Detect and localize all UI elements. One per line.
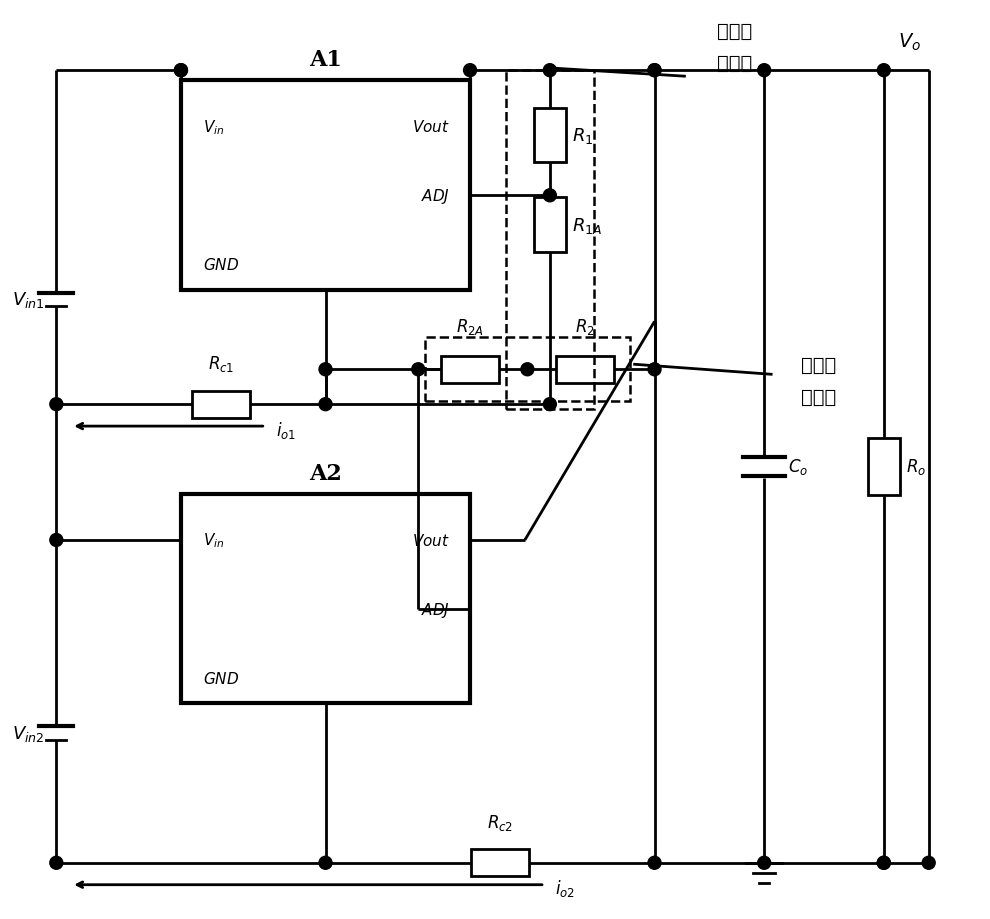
Text: $GND$: $GND$ — [203, 257, 240, 273]
Bar — [426, 338, 630, 402]
Text: $Vout$: $Vout$ — [412, 532, 450, 549]
Text: $ADJ$: $ADJ$ — [421, 187, 450, 206]
Circle shape — [648, 363, 661, 377]
Text: $ADJ$: $ADJ$ — [421, 600, 450, 618]
Circle shape — [923, 857, 936, 869]
Bar — [555, 357, 614, 383]
Circle shape — [319, 398, 332, 411]
Bar — [181, 494, 470, 704]
Text: $C_o$: $C_o$ — [788, 457, 808, 477]
Circle shape — [521, 363, 534, 377]
Text: $R_{2A}$: $R_{2A}$ — [456, 317, 484, 337]
Circle shape — [877, 857, 890, 869]
Circle shape — [544, 64, 556, 77]
Text: $V_{in}$: $V_{in}$ — [203, 531, 225, 550]
Bar — [868, 438, 900, 496]
Circle shape — [757, 857, 770, 869]
Circle shape — [50, 398, 62, 411]
Text: $Vout$: $Vout$ — [412, 119, 450, 135]
Text: $V_o$: $V_o$ — [898, 32, 921, 53]
Text: A1: A1 — [309, 49, 342, 71]
Text: 输出电: 输出电 — [717, 22, 751, 40]
Circle shape — [544, 189, 556, 202]
Bar — [471, 849, 529, 877]
Text: $R_1$: $R_1$ — [572, 126, 593, 146]
Circle shape — [648, 857, 661, 869]
Text: $V_{in}$: $V_{in}$ — [203, 118, 225, 136]
Text: $R_{c1}$: $R_{c1}$ — [208, 354, 234, 374]
Text: $R_o$: $R_o$ — [906, 457, 926, 477]
Text: $GND$: $GND$ — [203, 670, 240, 686]
Circle shape — [319, 363, 332, 377]
Circle shape — [319, 857, 332, 869]
Circle shape — [50, 857, 62, 869]
Bar — [181, 81, 470, 290]
Text: $R_{1A}$: $R_{1A}$ — [572, 215, 602, 235]
Text: $R_2$: $R_2$ — [575, 317, 595, 337]
Bar — [442, 357, 499, 383]
Text: $R_{c2}$: $R_{c2}$ — [487, 812, 513, 832]
Text: $V_{in1}$: $V_{in1}$ — [12, 290, 45, 310]
Circle shape — [648, 64, 661, 77]
Circle shape — [877, 64, 890, 77]
Circle shape — [412, 363, 425, 377]
Text: A2: A2 — [309, 462, 342, 484]
Bar — [192, 391, 249, 418]
Text: $i_{o1}$: $i_{o1}$ — [275, 419, 296, 440]
Circle shape — [648, 64, 661, 77]
Bar — [506, 71, 594, 410]
Text: 流调整: 流调整 — [801, 387, 837, 406]
Circle shape — [50, 534, 62, 547]
Text: $V_{in2}$: $V_{in2}$ — [12, 723, 45, 743]
Text: 输出均: 输出均 — [801, 356, 837, 374]
Text: 压调整: 压调整 — [717, 53, 751, 73]
Bar — [534, 108, 566, 164]
Circle shape — [544, 398, 556, 411]
Text: $i_{o2}$: $i_{o2}$ — [554, 878, 575, 898]
Circle shape — [174, 64, 187, 77]
Circle shape — [877, 857, 890, 869]
Bar — [534, 199, 566, 253]
Circle shape — [174, 64, 187, 77]
Circle shape — [757, 64, 770, 77]
Circle shape — [463, 64, 476, 77]
